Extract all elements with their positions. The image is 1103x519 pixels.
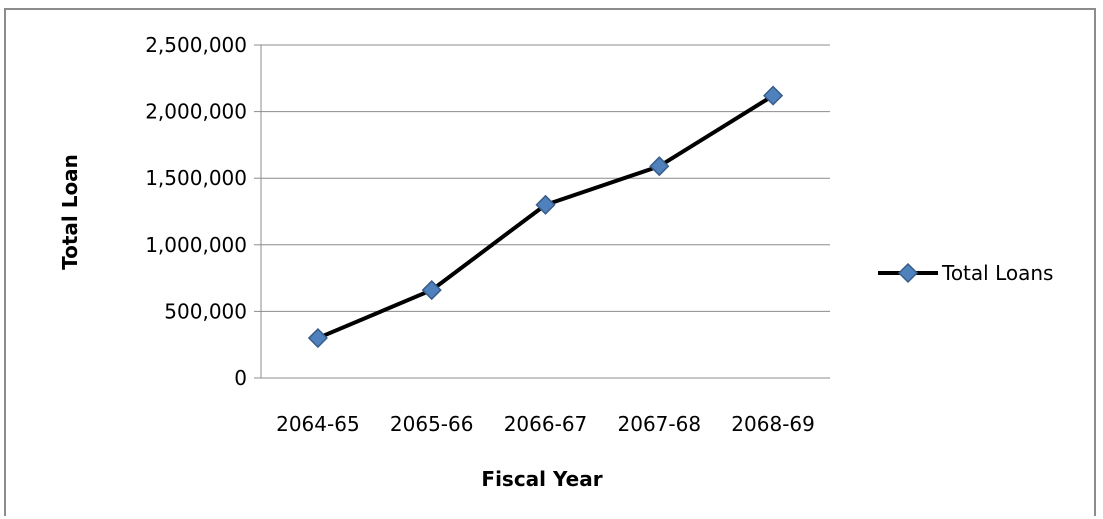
x-tick-label: 2067-68 <box>618 412 702 436</box>
y-tick-label: 2,500,000 <box>145 33 247 57</box>
legend: Total Loans <box>878 261 1053 285</box>
y-tick-labels: 0 500,000 1,000,000 1,500,000 2,000,000 2,500… <box>145 33 247 390</box>
x-tick-label: 2066-67 <box>504 412 588 436</box>
y-tick-label: 2,000,000 <box>145 100 247 124</box>
x-tick-label: 2064-65 <box>276 412 360 436</box>
legend-label: Total Loans <box>941 261 1053 285</box>
x-tick-labels: 2064-65 2065-66 2066-67 2067-68 2068-69 <box>276 412 815 436</box>
x-axis-title: Fiscal Year <box>481 467 602 491</box>
data-point-marker <box>421 280 442 301</box>
series <box>307 85 784 349</box>
data-point-marker <box>307 327 328 349</box>
y-tick-label: 1,000,000 <box>145 233 247 257</box>
data-point-marker <box>763 85 784 106</box>
y-tick-label: 500,000 <box>164 299 247 323</box>
x-tick-label: 2065-66 <box>390 412 474 436</box>
gridlines <box>261 44 830 312</box>
axes <box>254 44 830 379</box>
data-point-marker <box>649 156 670 177</box>
y-axis-title: Total Loan <box>58 154 82 270</box>
data-point-marker <box>535 194 556 215</box>
series-line <box>317 93 775 340</box>
chart-frame <box>4 8 1096 516</box>
y-tick-label: 1,500,000 <box>145 166 247 190</box>
y-tick-label: 0 <box>234 366 247 390</box>
legend-diamond-marker <box>897 262 919 284</box>
x-tick-label: 2068-69 <box>731 412 815 436</box>
